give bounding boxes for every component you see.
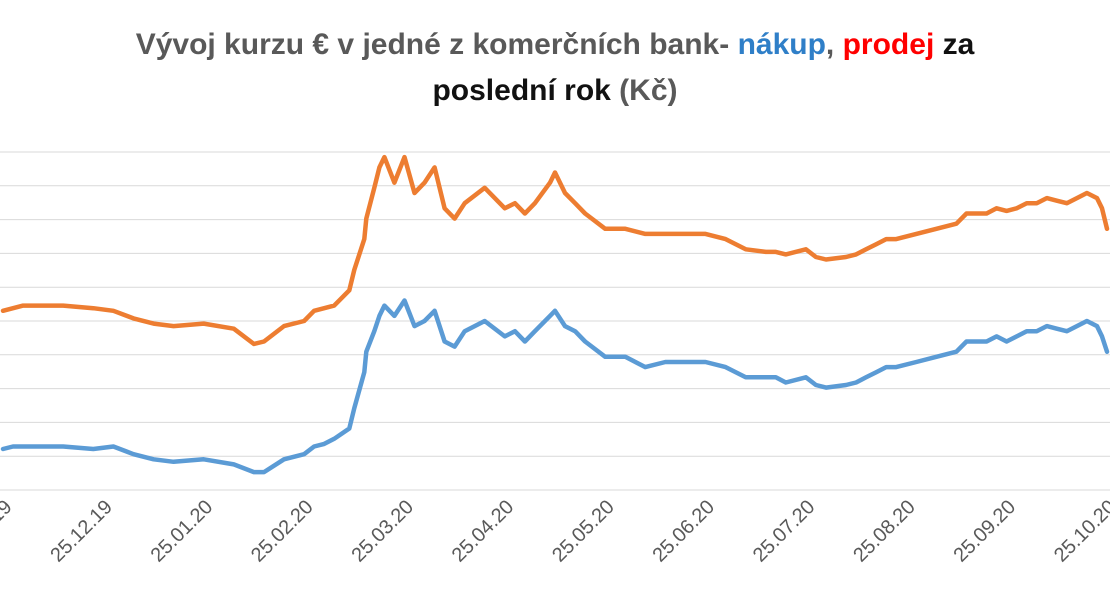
chart-title: Vývoj kurzu € v jedné z komerčních bank-… [0,22,1110,114]
chart-title-line-2: poslední rok (Kč) [0,68,1110,114]
series-lines [0,154,1110,475]
title-text-start: Vývoj kurzu € v jedné z komerčních bank- [135,28,730,61]
title-sell-label: prodej [842,28,935,61]
x-axis-tick-labels: 25.11.19 25.12.19 25.01.20 25.02.20 25.03.20… [0,496,1110,567]
series-line-nakup [0,298,1110,475]
x-tick-label: 25.06.20 [648,496,719,567]
gridlines [0,151,1110,491]
x-tick-label: 25.03.20 [347,496,418,567]
x-tick-label: 25.11.19 [0,496,17,566]
x-tick-label: 25.02.20 [247,496,318,567]
title-unit: (Kč) [619,74,678,107]
series-line-prodej [0,154,1110,347]
x-tick-label: 25.10.20 [1050,496,1110,567]
title-comma: , [825,28,835,61]
x-tick-label: 25.09.20 [950,496,1021,567]
x-tick-label: 25.12.19 [46,496,117,567]
x-tick-label: 25.01.20 [147,496,218,567]
chart-title-line-1: Vývoj kurzu € v jedné z komerčních bank-… [0,22,1110,68]
x-tick-label: 25.07.20 [749,496,820,567]
x-tick-label: 25.04.20 [448,496,519,567]
title-text-za: za [942,28,975,61]
x-tick-label: 25.05.20 [548,496,619,567]
title-text-period: poslední rok [432,74,611,107]
title-buy-label: nákup [737,28,826,61]
x-tick-label: 25.08.20 [849,496,920,567]
